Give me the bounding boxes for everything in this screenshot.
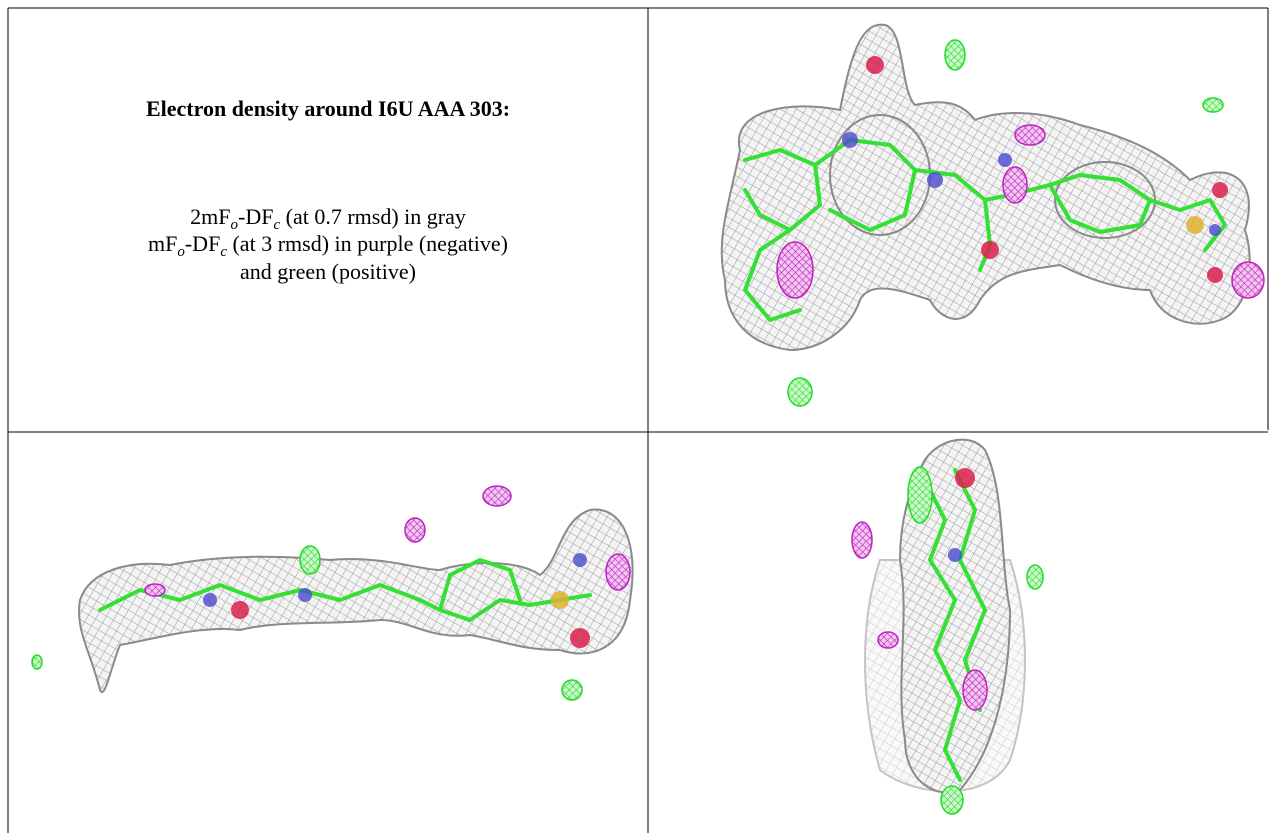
text: -DF (238, 204, 273, 229)
caption: Electron density around I6U AAA 303: 2mF… (146, 96, 510, 284)
density-view-top (720, 23, 1265, 407)
density-view-end (851, 438, 1044, 815)
text: (at 3 rmsd) in purple (negative) (227, 231, 508, 256)
subscript: o (231, 217, 239, 233)
subscript: c (273, 217, 280, 233)
caption-line: and green (positive) (240, 259, 416, 284)
table-grid (7, 7, 1269, 833)
subscript: o (177, 244, 185, 260)
text: -DF (185, 231, 220, 256)
text: mF (148, 231, 177, 256)
caption-line: 2mFo-DFc (at 0.7 rmsd) in gray (190, 204, 466, 233)
density-view-side (31, 485, 634, 701)
caption-line: mFo-DFc (at 3 rmsd) in purple (negative) (148, 231, 508, 260)
caption-title: Electron density around I6U AAA 303: (146, 96, 510, 121)
subscript: c (220, 244, 227, 260)
text: (at 0.7 rmsd) in gray (280, 204, 466, 229)
text: 2mF (190, 204, 230, 229)
